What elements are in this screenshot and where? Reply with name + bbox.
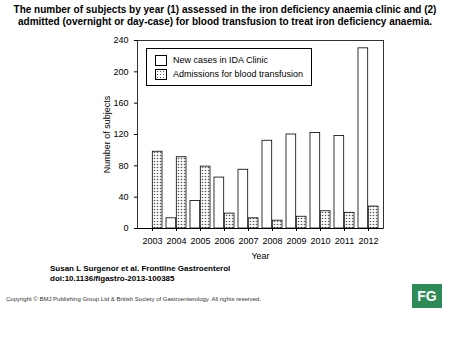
svg-text:2009: 2009 [286,236,306,246]
svg-text:120: 120 [113,129,128,139]
svg-text:2010: 2010 [310,236,330,246]
svg-text:200: 200 [113,67,128,77]
html-text:Admissions for blood transfusi: Admissions for blood transfusion [173,69,304,79]
html-text:Copyright © BMJ Publishing Gro: Copyright © BMJ Publishing Group Ltd & B… [6,296,262,302]
svg-text:2005: 2005 [190,236,210,246]
svg-text:160: 160 [113,98,128,108]
svg-text:2003: 2003 [142,236,162,246]
html-text:New cases in IDA Clinic: New cases in IDA Clinic [173,55,268,65]
html-text:doi:10.1136/flgastro-2013-1003: doi:10.1136/flgastro-2013-100385 [50,274,175,283]
svg-text:80: 80 [118,161,128,171]
svg-text:2006: 2006 [214,236,234,246]
svg-text:2011: 2011 [335,236,354,246]
svg-text:0: 0 [123,223,128,233]
svg-text:2007: 2007 [238,236,258,246]
svg-text:40: 40 [118,192,128,202]
svg-text:2008: 2008 [262,236,282,246]
svg-text:Year: Year [251,251,269,261]
svg-text:240: 240 [113,35,128,45]
html-text:The number of subjects by year: The number of subjects by year (1) asses… [13,4,437,27]
svg-text:2012: 2012 [358,236,378,246]
html-text:Susan L Surgenor et al. Frontl: Susan L Surgenor et al. Frontline Gastro… [50,264,231,273]
svg-text:Number of subjects: Number of subjects [102,95,112,173]
svg-text:2004: 2004 [166,236,186,246]
html-text:FG: FG [417,288,437,304]
